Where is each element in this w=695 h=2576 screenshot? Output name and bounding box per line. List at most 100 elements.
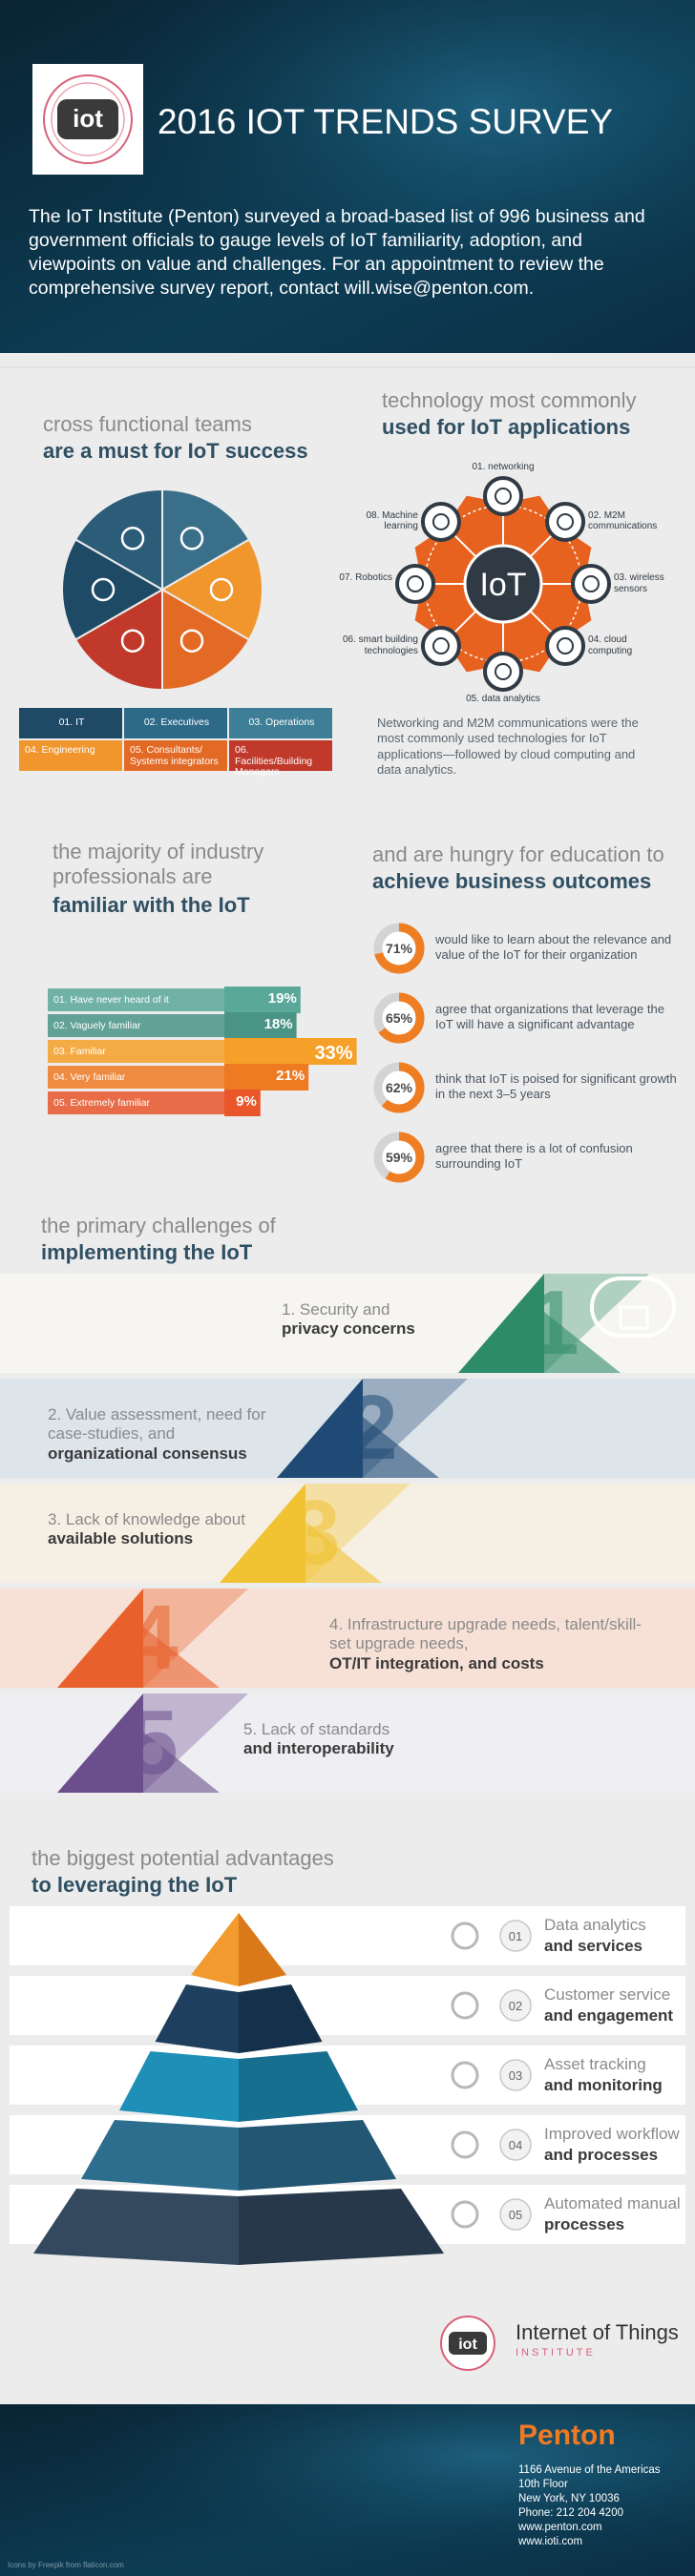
advantage-icon (451, 2130, 479, 2159)
level-bar (224, 1012, 297, 1039)
level-strip (48, 1040, 224, 1063)
pie-icon (120, 629, 145, 653)
challenge-shape (363, 1417, 439, 1478)
advantage-badge (499, 1920, 532, 1952)
challenge-digit: 4 (127, 1587, 178, 1689)
advantage-text: Automated manual (544, 2194, 681, 2212)
hub-item-label: 07. Robotics (339, 572, 392, 583)
advantage-number: 03 (509, 2068, 522, 2083)
advantage-badge (499, 2059, 532, 2091)
pyramid-layer (155, 1984, 239, 2053)
level-label: 04. Very familiar (53, 1071, 126, 1083)
legend-box (19, 708, 122, 738)
advantage-emphasis: and services (544, 1937, 643, 1955)
address-line: 10th Floor (518, 2479, 568, 2490)
donut-value: 62% (385, 1080, 413, 1095)
statement: think that IoT is poised for significant… (435, 1071, 677, 1102)
pie-icon (120, 527, 145, 551)
level-label: 03. Familiar (53, 1046, 106, 1057)
hub-node-icon (495, 488, 512, 505)
advantage-icon (451, 2061, 479, 2089)
legend-label: 03. Operations (248, 717, 315, 728)
logo-text: iot (73, 104, 103, 133)
institute-name: Internet of Things (516, 2320, 679, 2344)
hub-item-label: 02. M2M communications (588, 509, 658, 532)
challenge-emphasis: privacy concerns (282, 1319, 415, 1338)
legend-box (229, 708, 332, 738)
hub-item-label: 08. Machine learning (366, 509, 418, 532)
advantage-icon (451, 1922, 479, 1950)
hub-node-icon (407, 575, 424, 592)
section-subtitle: are a must for IoT success (43, 439, 308, 463)
challenge-shape (458, 1274, 544, 1373)
legend-label: 01. IT (58, 717, 85, 728)
level-label: 02. Vaguely familiar (53, 1020, 141, 1031)
section-title: the primary challenges of (41, 1214, 276, 1237)
advantage-text: Data analytics (544, 1916, 646, 1934)
section-title: the majority of industry professionals a… (53, 840, 264, 889)
legend-box (124, 708, 227, 738)
level-value: 33% (314, 1043, 353, 1064)
level-strip (48, 1066, 224, 1089)
advantage-number: 05 (509, 2208, 522, 2222)
level-bar (224, 1064, 309, 1091)
challenge-digit: 2 (347, 1377, 397, 1479)
advantage-number: 01 (509, 1929, 522, 1943)
logo-badge (57, 99, 118, 139)
hub-item-label: 03. wireless sensors (614, 572, 664, 594)
level-label: 05. Extremely familiar (53, 1097, 150, 1109)
hub-item-label: 05. data analytics (466, 694, 540, 704)
advantage-strip (10, 1906, 685, 1965)
pie-slice (74, 488, 163, 592)
hub-label: IoT (479, 567, 526, 603)
address-line: www.ioti.com (518, 2536, 583, 2547)
hub-node (571, 564, 611, 604)
advantage-icon (451, 1991, 479, 2020)
hub-node (395, 564, 435, 604)
pyramid-layer (239, 2120, 396, 2191)
challenge-shape (277, 1379, 363, 1478)
footer-glow (0, 2404, 695, 2576)
advantage-badge (499, 1989, 532, 2022)
section-title: technology most commonly (382, 388, 637, 412)
level-value: 19% (267, 990, 297, 1007)
donut-arc (373, 1062, 425, 1113)
institute-logo-text: iot (458, 2337, 477, 2353)
legend-label: 04. Engineering (25, 744, 95, 756)
hub-item-label: 06. smart building technologies (343, 634, 418, 656)
pyramid-layer (239, 1984, 323, 2053)
pie-icon (179, 527, 204, 551)
challenge-emphasis: organizational consensus (48, 1444, 247, 1463)
advantage-text: Improved workflow (544, 2125, 680, 2143)
section-subtitle: implementing the IoT (41, 1240, 253, 1264)
donut-value: 65% (385, 1010, 413, 1026)
pie-icon (179, 629, 204, 653)
statement: agree that organizations that leverage t… (435, 1002, 664, 1032)
hub-item-label: 04. cloud computing (588, 634, 633, 656)
challenge-emphasis: and interoperability (243, 1739, 394, 1757)
challenge-text: 4. Infrastructure upgrade needs, talent/… (329, 1615, 642, 1653)
address-line: New York, NY 10036 (518, 2493, 620, 2504)
donut-value: 71% (385, 941, 413, 956)
address-line: 1166 Avenue of the Americas (518, 2464, 661, 2476)
section-title: cross functional teams (43, 412, 252, 436)
challenge-digit: 5 (127, 1692, 178, 1794)
pyramid-layer (119, 2051, 239, 2122)
pyramid-layer (239, 1913, 286, 1986)
legend-box (124, 740, 227, 771)
level-strip (48, 1014, 224, 1037)
level-value: 21% (276, 1068, 305, 1084)
challenge-text: 5. Lack of standards (243, 1720, 390, 1738)
address-line: www.penton.com (518, 2522, 602, 2533)
donut-arc (373, 992, 425, 1044)
challenge-emphasis: available solutions (48, 1529, 194, 1548)
hub-node (483, 476, 523, 516)
hub-node-icon (557, 512, 575, 530)
credit: Icons by Freepik from flaticon.com (8, 2561, 124, 2569)
challenge-emphasis: OT/IT integration, and costs (329, 1654, 544, 1672)
advantage-emphasis: and engagement (544, 2006, 674, 2025)
advantage-text: Asset tracking (544, 2055, 646, 2073)
hub-node (420, 626, 461, 667)
challenge-text: 1. Security and (282, 1300, 390, 1319)
